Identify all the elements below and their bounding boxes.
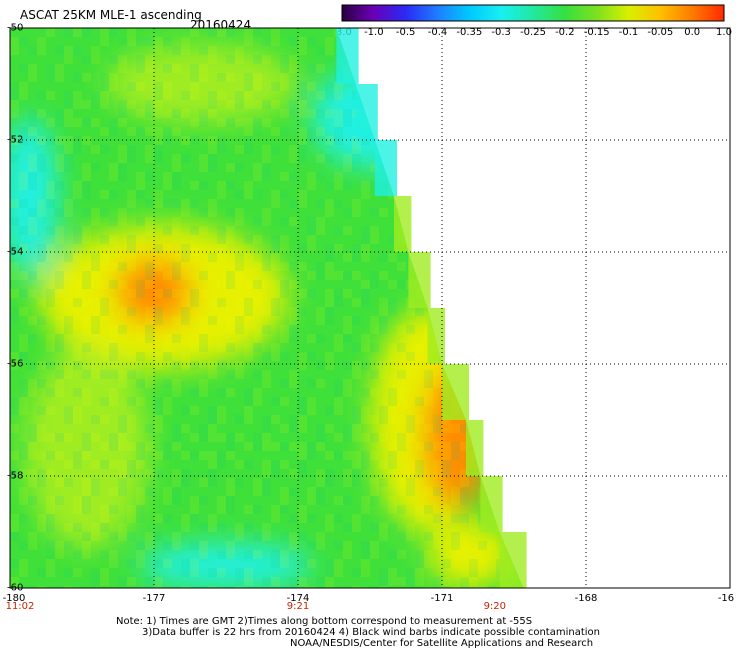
latitude-label: -50 — [7, 22, 24, 34]
colorbar-tick-label: -0.5 — [395, 27, 416, 38]
colorbar-tick-label: -0.2 — [555, 27, 575, 38]
colorbar-tick-label: 1.0 — [716, 27, 732, 38]
swath-edge-cell — [427, 308, 445, 364]
latitude-label: -58 — [7, 470, 24, 482]
colorbar-tick-label: -1.0 — [364, 27, 384, 38]
longitude-label: -168 — [574, 593, 598, 604]
longitude-label: -180 — [2, 593, 26, 604]
time-label: 9:20 — [483, 601, 507, 612]
swath-edge-cell — [355, 84, 378, 140]
wind-feature-cyan-west — [10, 117, 58, 275]
map-frame — [9, 27, 731, 589]
colorbar-tick-label: -0.4 — [427, 27, 448, 38]
swath-edge-cell — [336, 28, 359, 84]
colorbar-tick-label: -0.3 — [491, 27, 511, 38]
latitude-label: -52 — [7, 134, 24, 146]
wind-feature-yellow-south — [427, 520, 514, 588]
colorbar-tick-label: -0.25 — [520, 27, 546, 38]
colorbar — [341, 4, 725, 22]
latitude-label: -54 — [7, 246, 24, 258]
wind-feature-lime-west — [24, 347, 150, 549]
swath-edge-cell — [466, 420, 484, 476]
note-line-2: 3)Data buffer is 22 hrs from 20160424 4)… — [142, 627, 600, 638]
colorbar-tick-label: 0.0 — [684, 27, 701, 38]
longitude-label: -177 — [142, 593, 166, 604]
time-label: 9:21 — [286, 601, 310, 612]
latitude-label: -60 — [7, 582, 24, 594]
colorbar-tick-label: -0.15 — [583, 27, 610, 38]
time-label: 11:02 — [5, 601, 35, 612]
colorbar-tick-label: -0.35 — [456, 27, 483, 38]
colorbar-ramp — [341, 4, 725, 22]
colorbar-tick-label: -0.1 — [618, 27, 639, 38]
colorbar-tick-label: -0.05 — [647, 27, 674, 38]
chart-title: ASCAT 25KM MLE-1 ascending — [20, 8, 202, 22]
note-line-1: Note: 1) Times are GMT 2)Times along bot… — [116, 616, 533, 627]
swath-edge-cell — [394, 196, 412, 252]
latitude-label: -56 — [7, 358, 24, 370]
wind-feature-orange-center — [115, 257, 193, 325]
longitude-label: -174 — [286, 593, 310, 604]
swath-edge-cell — [480, 476, 503, 532]
longitude-label: -16 — [717, 593, 735, 604]
swath-edge-cell — [442, 364, 469, 420]
note-line-3: NOAA/NESDIS/Center for Satellite Applica… — [290, 638, 594, 649]
swath-edge-cell — [499, 532, 527, 588]
wind-feature-cyan-south — [139, 543, 313, 588]
swath-edge-cell — [408, 252, 431, 308]
longitude-label: -171 — [430, 593, 454, 604]
swath-edge-cell — [374, 140, 397, 196]
